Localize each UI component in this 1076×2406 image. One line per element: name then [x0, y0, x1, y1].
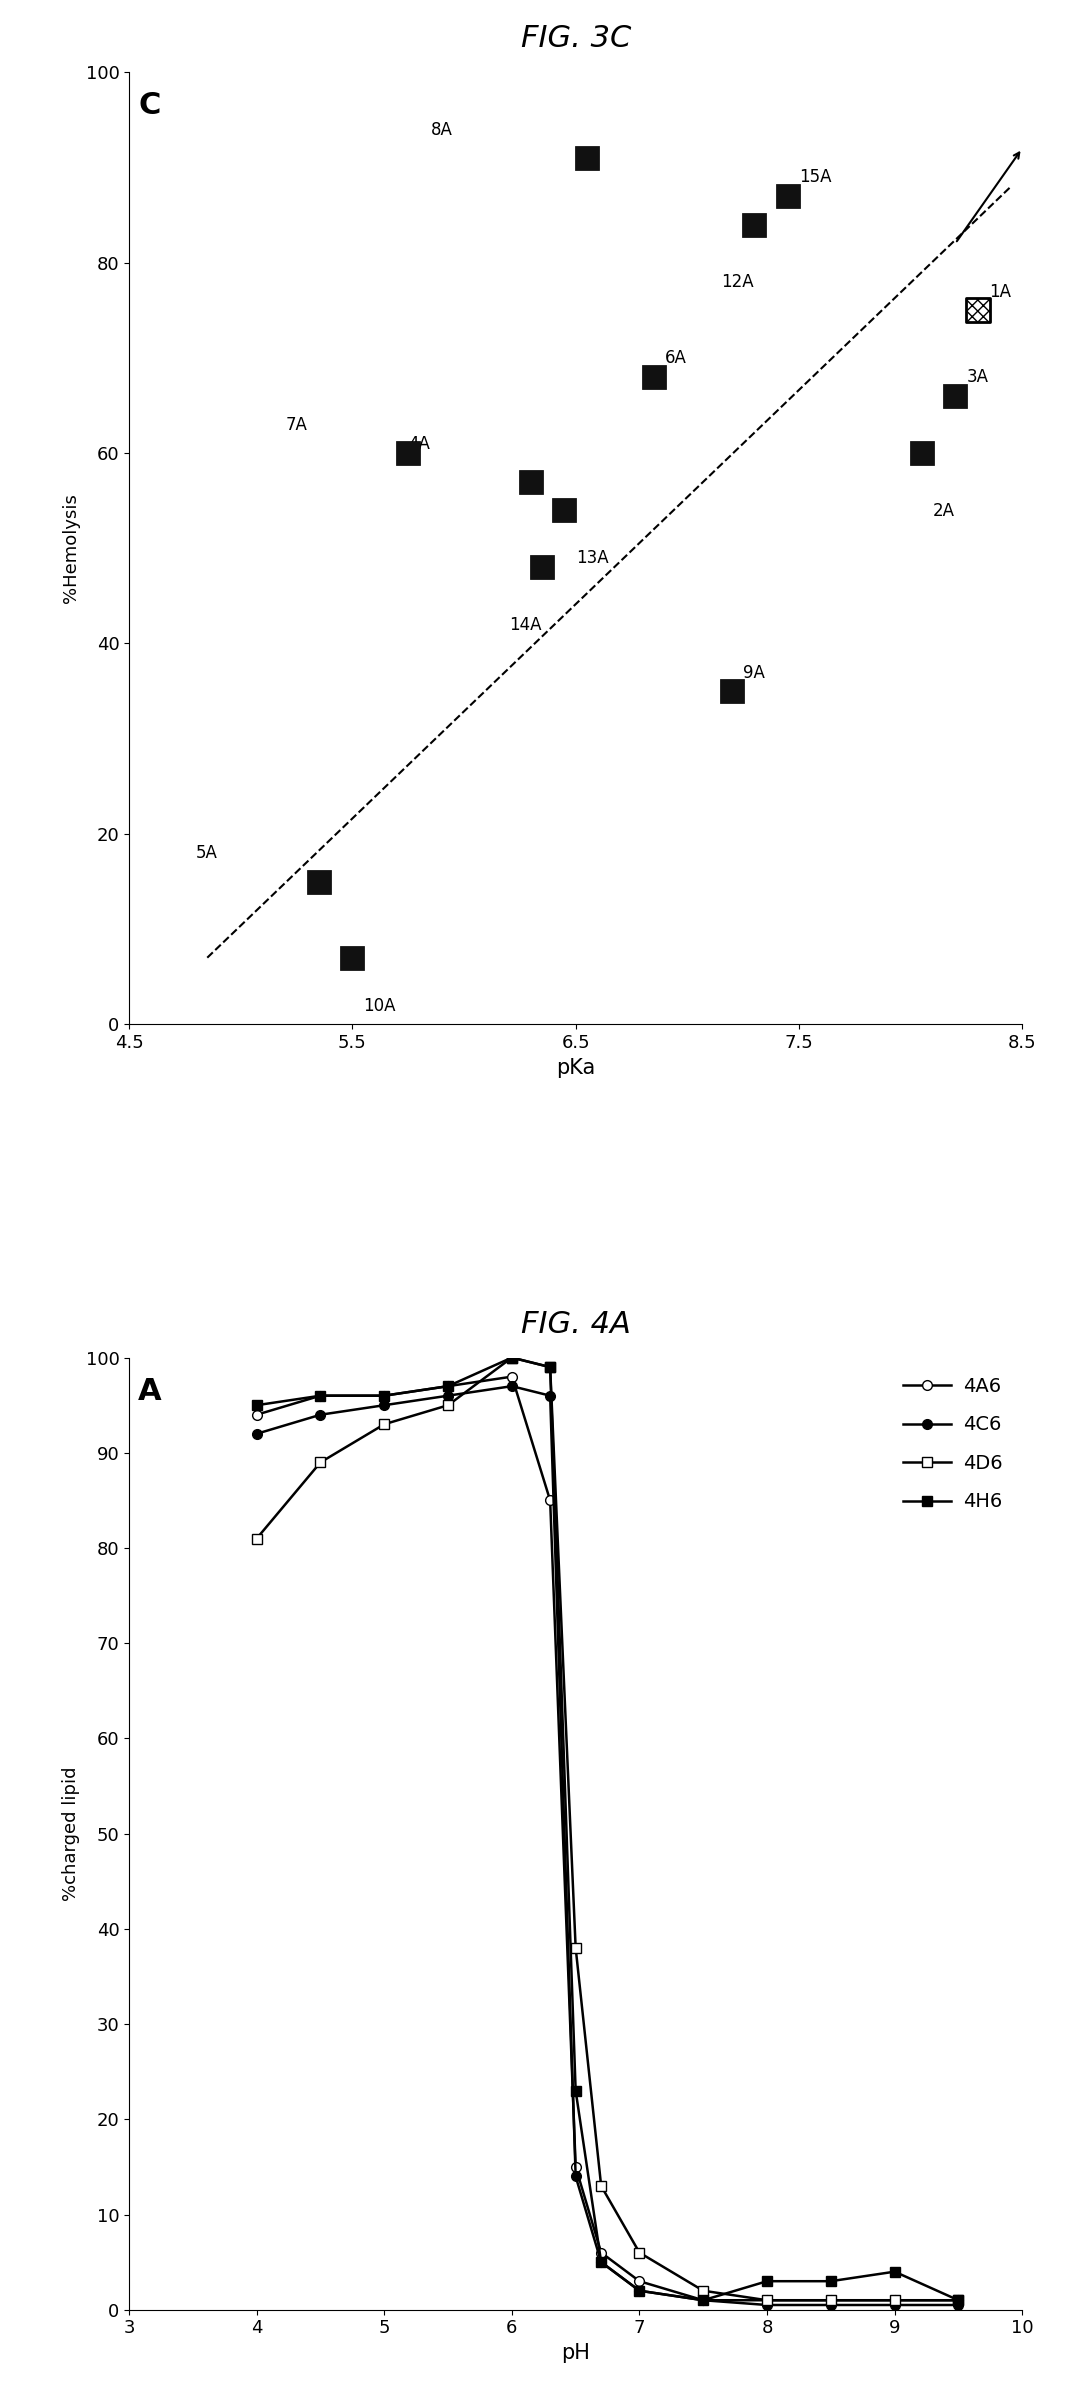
Legend: 4A6, 4C6, 4D6, 4H6: 4A6, 4C6, 4D6, 4H6 [893, 1367, 1013, 1521]
X-axis label: pKa: pKa [556, 1059, 595, 1078]
Point [310, 861, 327, 900]
4A6 [697, 2286, 710, 2315]
Text: 5A: 5A [196, 845, 218, 861]
Text: 7A: 7A [285, 416, 308, 433]
4D6 [633, 2238, 646, 2266]
Text: 15A: 15A [798, 168, 832, 185]
4D6 [824, 2286, 837, 2315]
Text: 2A: 2A [933, 503, 954, 520]
4A6 [378, 1381, 391, 1410]
4D6 [251, 1523, 264, 1552]
4C6 [251, 1420, 264, 1448]
4C6 [378, 1391, 391, 1420]
Line: 4C6: 4C6 [252, 1381, 963, 2310]
4A6 [824, 2286, 837, 2315]
Point [746, 205, 763, 243]
Point [578, 140, 595, 178]
4H6 [633, 2276, 646, 2305]
Point [534, 549, 551, 587]
4H6 [697, 2286, 710, 2315]
4A6 [761, 2286, 774, 2315]
4A6 [888, 2286, 901, 2315]
4H6 [595, 2247, 608, 2276]
4A6 [314, 1381, 327, 1410]
4A6 [506, 1362, 519, 1391]
4C6 [569, 2163, 582, 2192]
Text: A: A [138, 1376, 161, 1405]
Line: 4A6: 4A6 [252, 1371, 963, 2305]
4C6 [697, 2286, 710, 2315]
4H6 [824, 2266, 837, 2295]
Text: 6A: 6A [665, 349, 686, 368]
4H6 [888, 2257, 901, 2286]
4C6 [761, 2291, 774, 2319]
4D6 [595, 2173, 608, 2201]
4D6 [314, 1448, 327, 1477]
4C6 [595, 2247, 608, 2276]
Point [646, 358, 663, 397]
Text: 8A: 8A [430, 120, 452, 140]
Point [399, 433, 416, 472]
Point [779, 176, 796, 214]
Text: 10A: 10A [364, 996, 396, 1015]
Point [969, 291, 987, 330]
Point [723, 671, 740, 710]
4C6 [543, 1381, 556, 1410]
4D6 [441, 1391, 454, 1420]
4H6 [251, 1391, 264, 1420]
4A6 [569, 2153, 582, 2182]
4H6 [314, 1381, 327, 1410]
Point [522, 462, 539, 500]
4C6 [824, 2291, 837, 2319]
Title: FIG. 4A: FIG. 4A [521, 1309, 631, 1338]
4H6 [543, 1352, 556, 1381]
Line: 4H6: 4H6 [252, 1352, 963, 2305]
4A6 [543, 1487, 556, 1516]
4H6 [506, 1343, 519, 1371]
Text: 9A: 9A [744, 664, 765, 681]
Text: 13A: 13A [576, 549, 608, 568]
4C6 [952, 2291, 965, 2319]
4D6 [761, 2286, 774, 2315]
Text: 1A: 1A [989, 282, 1010, 301]
4A6 [952, 2286, 965, 2315]
4D6 [952, 2286, 965, 2315]
4H6 [441, 1371, 454, 1400]
4A6 [251, 1400, 264, 1429]
Title: FIG. 3C: FIG. 3C [521, 24, 631, 53]
4D6 [888, 2286, 901, 2315]
4H6 [761, 2266, 774, 2295]
4C6 [314, 1400, 327, 1429]
4A6 [441, 1371, 454, 1400]
Y-axis label: %Hemolysis: %Hemolysis [62, 493, 80, 604]
4A6 [633, 2266, 646, 2295]
4H6 [569, 2076, 582, 2105]
4C6 [633, 2276, 646, 2305]
Text: 12A: 12A [721, 274, 753, 291]
4D6 [569, 1934, 582, 1963]
Text: 4A: 4A [408, 435, 430, 452]
Point [556, 491, 574, 529]
Point [914, 433, 931, 472]
4C6 [888, 2291, 901, 2319]
4C6 [506, 1371, 519, 1400]
Text: C: C [138, 91, 160, 120]
Line: 4D6: 4D6 [252, 1352, 963, 2305]
Text: 14A: 14A [509, 616, 541, 633]
4D6 [378, 1410, 391, 1439]
X-axis label: pH: pH [562, 2343, 590, 2363]
4A6 [595, 2238, 608, 2266]
4H6 [952, 2286, 965, 2315]
4H6 [378, 1381, 391, 1410]
Point [947, 378, 964, 416]
4D6 [543, 1352, 556, 1381]
Point [343, 938, 360, 977]
4D6 [697, 2276, 710, 2305]
Text: 3A: 3A [966, 368, 989, 387]
Y-axis label: %charged lipid: %charged lipid [62, 1766, 80, 1901]
4C6 [441, 1381, 454, 1410]
4D6 [506, 1343, 519, 1371]
